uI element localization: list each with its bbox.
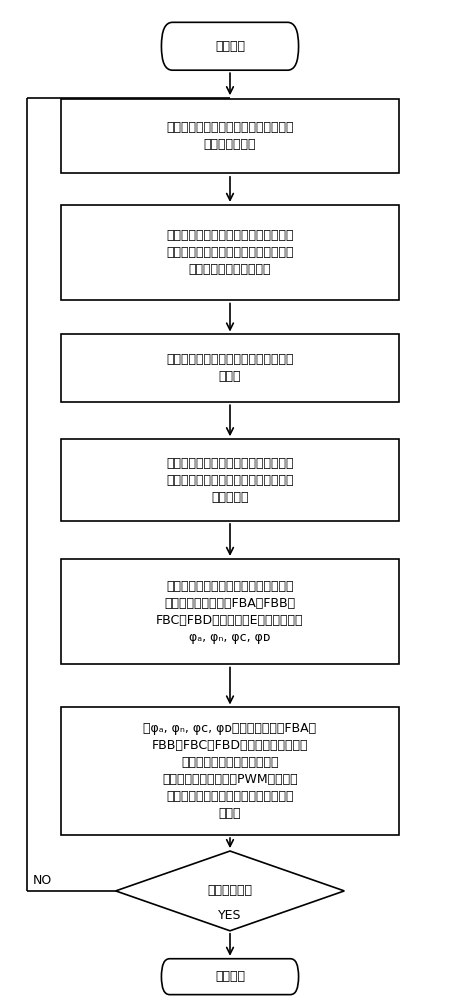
FancyBboxPatch shape <box>161 22 298 70</box>
Polygon shape <box>116 851 343 931</box>
FancyBboxPatch shape <box>61 205 398 300</box>
Text: 根据电压指令和电压反馈信号运行电压
控制器: 根据电压指令和电压反馈信号运行电压 控制器 <box>166 353 293 383</box>
Text: 对系统进行初始化设置，设定配电分区
稳定运行直流母线电压値和公共端口直
流母线电压上、下限阈値: 对系统进行初始化设置，设定配电分区 稳定运行直流母线电压値和公共端口直 流母线电… <box>166 229 293 276</box>
FancyBboxPatch shape <box>61 559 398 664</box>
Text: NO: NO <box>33 874 52 887</box>
FancyBboxPatch shape <box>61 439 398 521</box>
Text: 开始设计: 开始设计 <box>214 40 245 53</box>
Text: 是否符合要求: 是否符合要求 <box>207 884 252 897</box>
Text: 根据系统具体性能要求，设计电压控制
器、电流控制器: 根据系统具体性能要求，设计电压控制 器、电流控制器 <box>166 121 293 151</box>
Text: YES: YES <box>218 909 241 922</box>
FancyBboxPatch shape <box>61 707 398 835</box>
Text: 对电压控制器输出的信号进行限幅，再
进行取大或取小操作，得到电流控制器
的给定信号: 对电压控制器输出的信号进行限幅，再 进行取大或取小操作，得到电流控制器 的给定信… <box>166 457 293 504</box>
FancyBboxPatch shape <box>61 334 398 402</box>
FancyBboxPatch shape <box>161 959 298 995</box>
Text: 根据电流指令和反馈信号运行电流控制
器，得到全桥变换器FBA、FBB、
FBC、FBD与公共端口E之间的移相角
φₐ, φₙ, φᴄ, φᴅ: 根据电流指令和反馈信号运行电流控制 器，得到全桥变换器FBA、FBB、 FBC、… <box>156 580 303 644</box>
FancyBboxPatch shape <box>61 99 398 173</box>
Text: 将φₐ, φₙ, φᴄ, φᴅ作为全桥变换器FBA、
FBB、FBC、FBD的载波信号的相位，
以幅値为二分之一载波周期的
信号作为调制信号用于PWM调制，产
: 将φₐ, φₙ, φᴄ, φᴅ作为全桥变换器FBA、 FBB、FBC、FBD的载… <box>143 722 316 820</box>
Text: 设计完成: 设计完成 <box>214 970 245 983</box>
